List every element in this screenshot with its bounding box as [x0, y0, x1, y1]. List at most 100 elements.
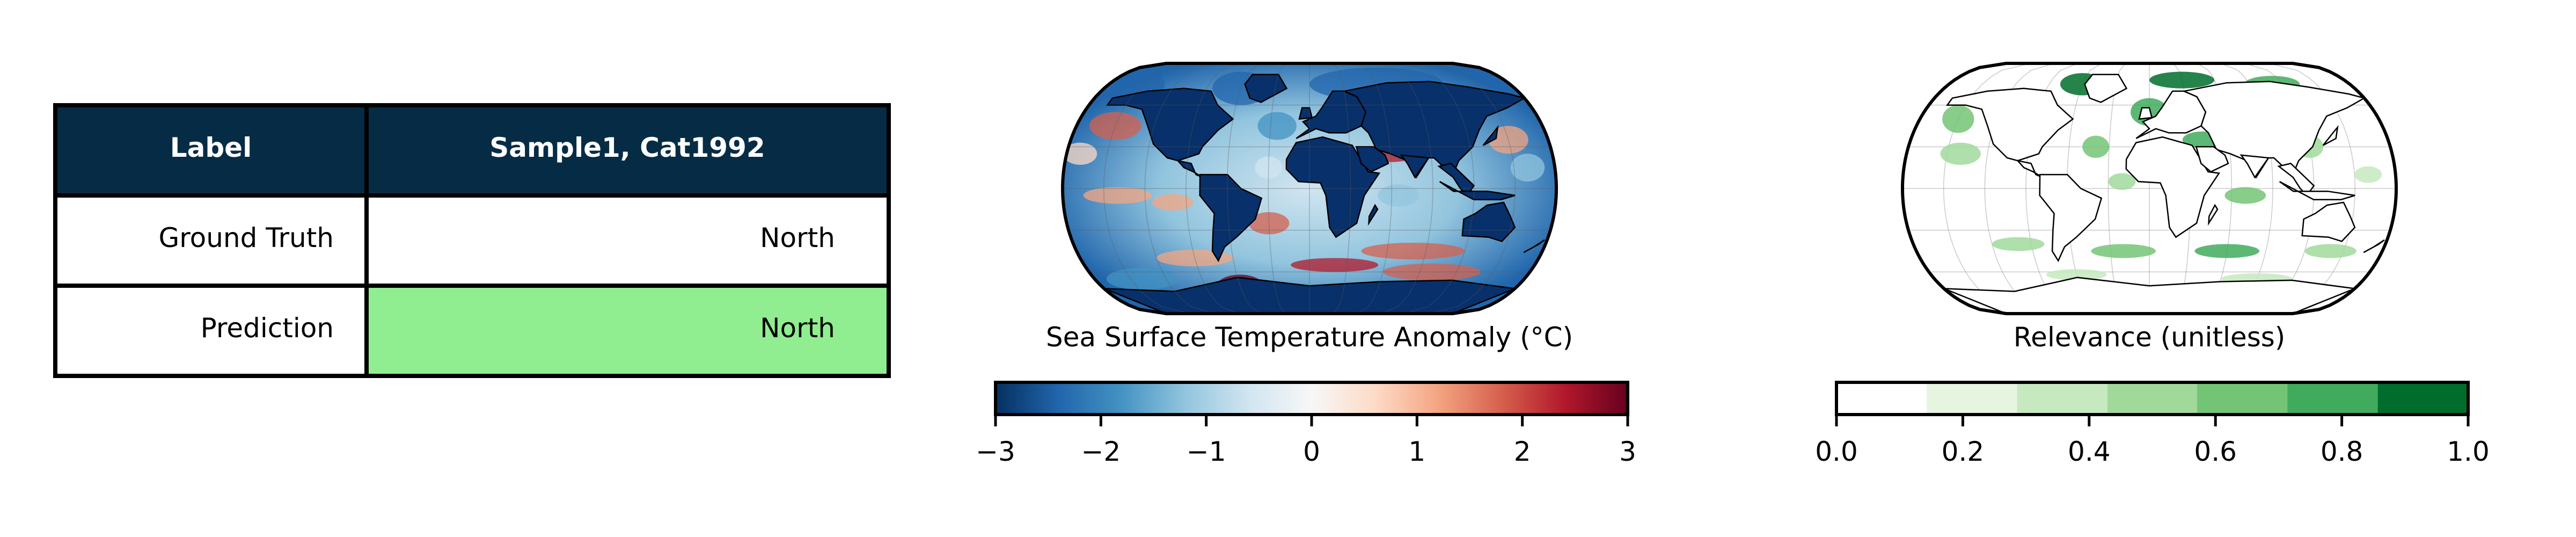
colorbar-tick-label: 0 [1303, 436, 1320, 467]
continent-north-america [1945, 88, 2074, 162]
sst-patch [1361, 242, 1465, 260]
continent-south-america [1199, 173, 1263, 263]
sst-patch [1089, 112, 1141, 140]
relevance-patch [2194, 244, 2259, 258]
continent-japan [1482, 125, 1499, 146]
relevance-map: Relevance (unitless) [1900, 62, 2398, 353]
sst-patch [1382, 263, 1481, 280]
graticule-line [1144, 63, 1214, 314]
continent-greenland [2084, 74, 2128, 103]
colorbar-bin [2017, 382, 2108, 415]
continent-japan [2322, 125, 2339, 146]
continent-africa [2125, 136, 2221, 238]
relevance-patch [2149, 71, 2215, 89]
continent-australia [2301, 201, 2356, 242]
colorbar-tick-label: −1 [1187, 436, 1226, 467]
graticule-line [1429, 63, 1516, 314]
colorbar-tick-label: −2 [1081, 436, 1121, 467]
table-cell-ground-truth-value [367, 195, 889, 286]
table-header-cell-sample [367, 105, 889, 195]
continents [1943, 74, 2385, 314]
continent-africa [1285, 136, 1381, 238]
relevance-patch [2082, 135, 2110, 158]
continent-antarctica [1103, 277, 1518, 314]
colorbar-tick-label: 3 [1619, 436, 1636, 467]
table-cell-ground-truth-label [55, 195, 367, 286]
table-grid [53, 103, 891, 378]
map-outline [1900, 62, 2398, 315]
table-header-label: Label [170, 132, 252, 163]
relevance-colorbar-frame [1835, 381, 2470, 416]
sst-patch [1083, 187, 1152, 204]
sst-patch [1291, 258, 1379, 272]
continent-antarctica [1943, 277, 2358, 314]
continent-new-zealand [2363, 239, 2385, 253]
sst-patch [1106, 267, 1179, 290]
relevance-patch [1942, 105, 1974, 133]
colorbar-tick-label: 0.2 [1942, 436, 1985, 467]
relevance-patch [1992, 237, 2045, 251]
relevance-colorbar: 0.0 0.2 0.4 0.6 0.8 1.0 [1815, 381, 2490, 467]
table-row-label: Prediction [201, 313, 334, 344]
continent-australia [1461, 201, 1516, 242]
sst-patch [1488, 126, 1528, 154]
continent-new-zealand [1523, 239, 1545, 253]
map-outline [1060, 62, 1558, 315]
prediction-table: Label Sample1, Cat1992 Ground Truth Nort… [53, 103, 891, 378]
sst-colorbar-label: Sea Surface Temperature Anomaly (°C) [1046, 322, 1573, 353]
graticule-line [1381, 63, 1433, 314]
sst-patch [1378, 184, 1419, 207]
sst-patch [1255, 156, 1283, 179]
colorbar-tick-label: 2 [1514, 436, 1531, 467]
sst-patch [1248, 212, 1290, 235]
colorbar-bin [1836, 382, 1927, 415]
sst-patch [1063, 142, 1097, 165]
relevance-colorbar-label: Relevance (unitless) [2014, 322, 2286, 353]
continent-indonesia [1439, 180, 1516, 200]
graticule-line [1333, 63, 1351, 314]
continent-arabia [1355, 146, 1389, 173]
colorbar-bin [2377, 382, 2469, 415]
graticule-line [1185, 63, 1238, 314]
graticule-line [1357, 63, 1393, 314]
continent-madagascar [2208, 204, 2219, 226]
graticule-line [1226, 63, 1262, 314]
colorbar-tick-label: 0.6 [2194, 436, 2237, 467]
relevance-patch [2091, 244, 2156, 258]
colorbar-tick-label: 0.0 [1815, 436, 1858, 467]
colorbar-bin [2107, 382, 2198, 415]
graticule-line [1103, 63, 1190, 314]
table-header-cell-label [55, 105, 367, 195]
colorbar-tick-label: 0.4 [2068, 436, 2111, 467]
colorbar-bin [1927, 382, 2018, 415]
table-cell-prediction-label [55, 286, 367, 376]
relevance-patch [2046, 269, 2107, 280]
colorbar-bin [2287, 382, 2379, 415]
table-row-value: North [760, 222, 835, 253]
graticule-line [2107, 63, 2126, 314]
graticule-line [1404, 63, 1475, 314]
continent-south-america [2039, 173, 2103, 263]
continent-north-america [1106, 88, 1234, 162]
continent-madagascar [1368, 204, 1379, 226]
sst-patch [1152, 194, 1194, 211]
continent-india [1400, 154, 1430, 179]
relevance-patch [2224, 187, 2266, 204]
sst-colorbar: −3 −2 −1 0 1 2 3 [976, 381, 1636, 467]
sst-patch [1510, 154, 1545, 182]
continents [1103, 74, 1545, 314]
graticule-line [1268, 63, 1286, 314]
sst-patch [1257, 112, 1297, 140]
relevance-patch [2354, 166, 2382, 183]
table-row-value: North [760, 313, 835, 344]
graticule [1063, 63, 1556, 314]
continent-uk [1298, 107, 1313, 120]
continent-greenland [1244, 74, 1288, 103]
continent-indonesia [2279, 180, 2355, 200]
relevance-patch [1940, 142, 1981, 165]
continent-india [2240, 154, 2270, 179]
sst-colorbar-fill [996, 382, 1628, 415]
colorbar-tick-label: 1 [1408, 436, 1425, 467]
continent-uk [2138, 107, 2153, 120]
